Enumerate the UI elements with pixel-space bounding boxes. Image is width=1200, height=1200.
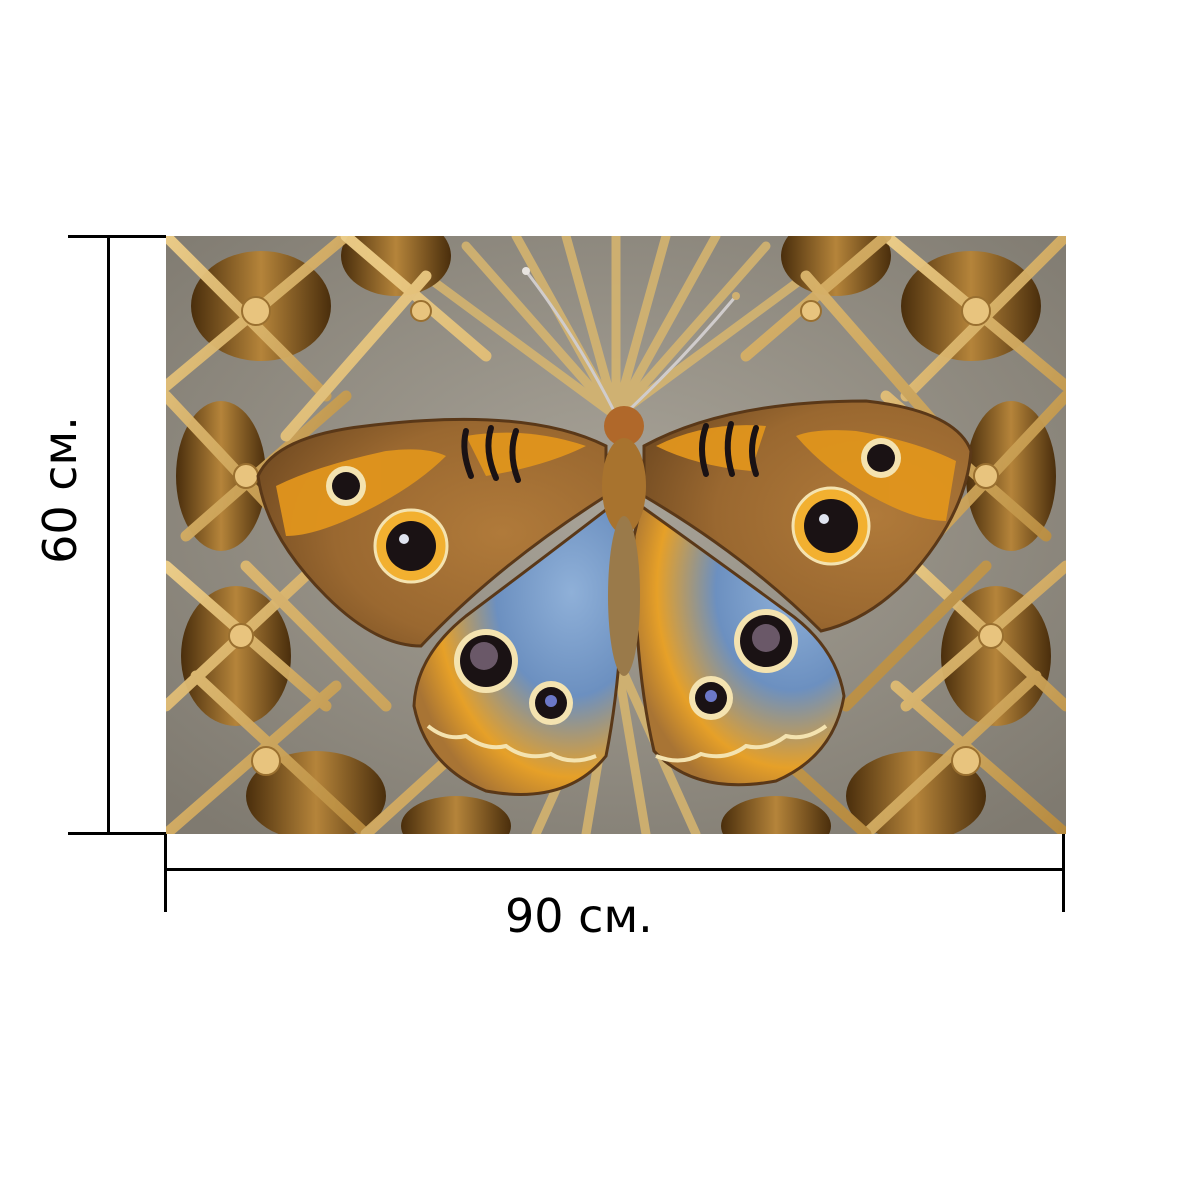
height-dimension-top-tick (68, 235, 166, 238)
height-label: 60 см. (33, 416, 87, 564)
butterfly-mandala-image (166, 236, 1066, 834)
product-artwork (166, 236, 1066, 834)
width-dimension-line (166, 868, 1064, 871)
butterfly (256, 267, 973, 796)
hindwing-edge-pattern (426, 724, 828, 763)
eyespots (326, 438, 901, 725)
width-dimension-right-tick (1062, 834, 1065, 912)
straw-knots (228, 296, 1004, 776)
antennae (524, 270, 738, 413)
width-label: 90 см. (505, 889, 653, 943)
width-dimension-left-tick (164, 834, 167, 912)
height-dimension-bottom-tick (68, 832, 166, 835)
forewing-stripes (461, 421, 759, 483)
height-dimension-line (107, 236, 110, 834)
left-hindwing (412, 503, 626, 796)
butterfly-body (602, 406, 646, 676)
